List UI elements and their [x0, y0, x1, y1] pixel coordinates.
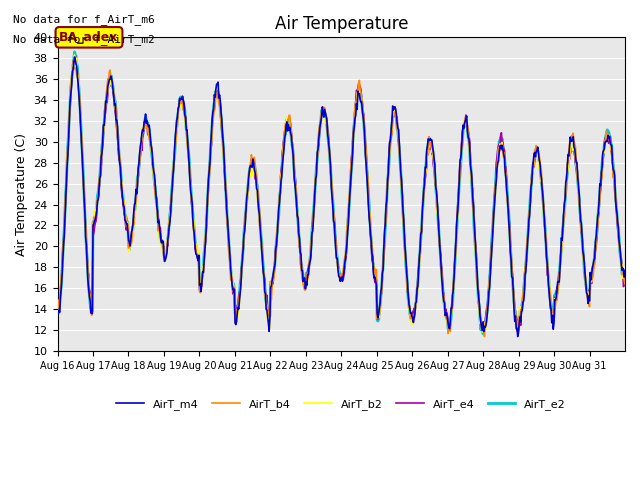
Text: BA_adex: BA_adex: [60, 31, 118, 44]
Text: No data for f_AirT_m2: No data for f_AirT_m2: [13, 34, 154, 45]
Y-axis label: Air Temperature (C): Air Temperature (C): [15, 132, 28, 255]
Legend: AirT_m4, AirT_b4, AirT_b2, AirT_e4, AirT_e2: AirT_m4, AirT_b4, AirT_b2, AirT_e4, AirT…: [112, 395, 570, 414]
Title: Air Temperature: Air Temperature: [275, 15, 408, 33]
Text: No data for f_AirT_m6: No data for f_AirT_m6: [13, 14, 154, 25]
